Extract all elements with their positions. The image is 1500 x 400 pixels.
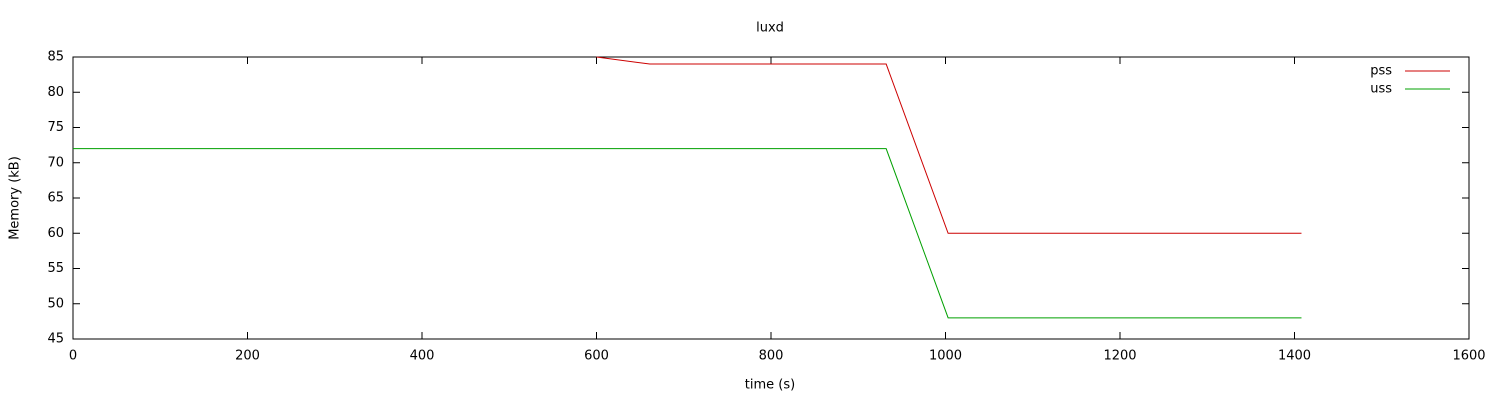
plot-border — [72, 56, 1470, 340]
line-series — [73, 148, 1302, 319]
x-tick-label: 0 — [69, 349, 77, 364]
x-tick-label: 1000 — [929, 349, 962, 364]
x-tick-label: 800 — [759, 349, 784, 364]
x-tick-label: 200 — [235, 349, 260, 364]
legend-label: pss — [1370, 64, 1392, 79]
x-tick-label: 400 — [410, 349, 435, 364]
x-tick-label: 1200 — [1103, 349, 1136, 364]
x-axis-label: time (s) — [745, 378, 795, 393]
y-axis-label: Memory (kB) — [8, 156, 23, 240]
x-tick-label: 1600 — [1452, 349, 1485, 364]
x-tick-label: 1400 — [1278, 349, 1311, 364]
y-tick-label: 45 — [47, 332, 64, 347]
y-tick-label: 65 — [47, 191, 64, 206]
y-tick-label: 70 — [47, 155, 64, 170]
y-tick-label: 80 — [47, 85, 64, 100]
legend-label: uss — [1370, 82, 1392, 97]
x-tick-label: 600 — [584, 349, 609, 364]
chart-title: luxd — [756, 21, 784, 36]
y-tick-label: 85 — [47, 50, 64, 65]
line-series — [596, 56, 1302, 234]
y-tick-label: 75 — [47, 120, 64, 135]
y-tick-label: 50 — [47, 296, 64, 311]
y-tick-label: 55 — [47, 261, 64, 276]
y-tick-label: 60 — [47, 226, 64, 241]
